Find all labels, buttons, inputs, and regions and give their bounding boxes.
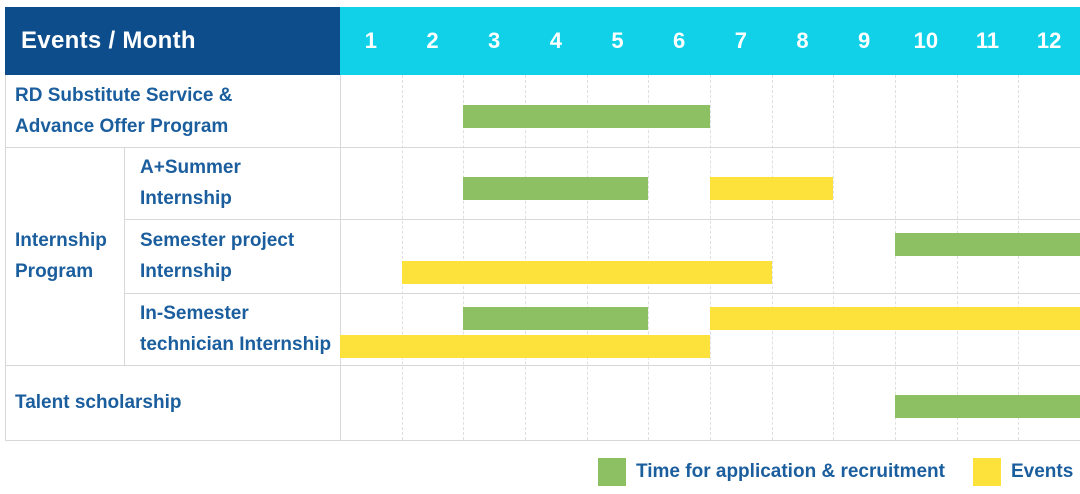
month-header-2: 2 (426, 28, 439, 53)
month-header-9: 9 (858, 28, 871, 53)
label-month-divider (340, 75, 341, 440)
row-separator (5, 365, 1080, 366)
month-header-4: 4 (549, 28, 562, 53)
month-header-7: 7 (734, 28, 747, 53)
month-gridline (401, 75, 403, 440)
month-gridline (956, 75, 958, 440)
group-sub-divider (124, 147, 125, 365)
month-header-12: 12 (1036, 28, 1062, 53)
month-gridline (586, 75, 588, 440)
bar-recruitment-months-10-12 (895, 395, 1080, 418)
legend-item-events: Events (973, 455, 1073, 489)
recruitment-swatch-icon (598, 458, 626, 486)
month-gridline (648, 75, 650, 440)
bar-recruitment-months-3-6 (463, 105, 710, 128)
row-label-in-semester-technician-internship: In-Semester technician Internship (140, 303, 332, 355)
row-separator (5, 440, 1080, 441)
row-label-rd-substitute-service-advance-offer-program: RD Substitute Service & Advance Offer Pro… (15, 85, 233, 137)
bar-recruitment-months-3-5 (463, 177, 649, 200)
bar-events-months-7-12 (710, 307, 1080, 330)
corner-header-title: Events / Month (21, 27, 196, 54)
month-gridline (463, 75, 465, 440)
month-header-3: 3 (488, 28, 501, 53)
row-separator (124, 293, 1080, 294)
month-header-5: 5 (611, 28, 624, 53)
corner-header-cell: Events / Month (5, 7, 340, 75)
row-separator (124, 219, 1080, 220)
month-header-8: 8 (796, 28, 809, 53)
legend-label-recruitment: Time for application & recruitment (636, 461, 945, 482)
month-gridline (710, 75, 711, 440)
row-label-talent-scholarship: Talent scholarship (15, 392, 182, 413)
bar-recruitment-months-3-5 (463, 307, 649, 330)
month-gridline (771, 75, 773, 440)
month-gridline (895, 75, 896, 440)
row-separator (5, 147, 1080, 148)
bar-events-months-7-8 (710, 177, 834, 200)
bar-events-months-2-7 (401, 261, 772, 284)
events-swatch-icon (973, 458, 1001, 486)
month-header-6: 6 (673, 28, 686, 53)
table-left-border (5, 75, 6, 440)
legend-item-recruitment: Time for application & recruitment (598, 455, 945, 489)
month-gridline (525, 75, 526, 440)
row-label-a-summer-internship: A+Summer Internship (140, 157, 241, 209)
legend: Time for application & recruitment Event… (0, 455, 1080, 489)
month-header-11: 11 (975, 28, 1000, 53)
bar-events-months-1-6 (340, 335, 710, 358)
month-header-1: 1 (364, 28, 377, 53)
month-header-10: 10 (913, 28, 939, 53)
month-gridline (1018, 75, 1020, 440)
month-header-band (340, 7, 1080, 75)
legend-label-events: Events (1011, 461, 1074, 482)
month-gridline (833, 75, 835, 440)
bar-recruitment-months-10-12 (895, 233, 1080, 256)
row-label-semester-project-internship: Semester project Internship (140, 230, 295, 282)
group-label-internship-program: Internship Program (15, 230, 107, 282)
